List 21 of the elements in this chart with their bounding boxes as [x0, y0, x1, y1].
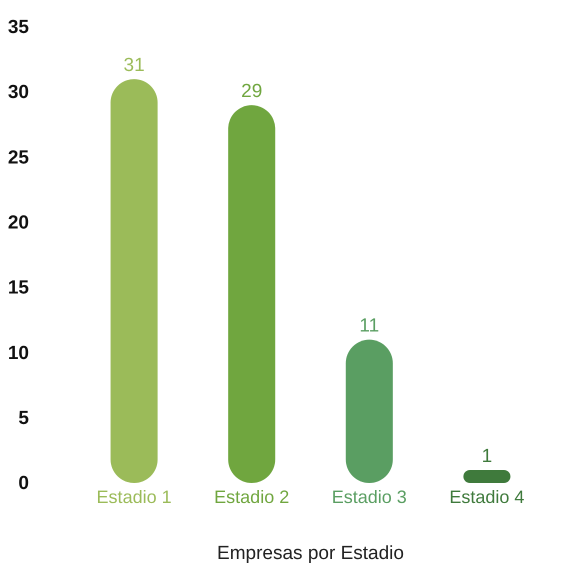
bar	[346, 340, 393, 483]
y-tick-label: 10	[8, 342, 29, 364]
x-tick-label: Estadio 2	[214, 486, 290, 507]
y-tick-label: 0	[18, 473, 29, 494]
data-label: 29	[241, 81, 262, 102]
x-axis-title: Empresas por Estadio	[217, 543, 404, 564]
data-label: 1	[482, 446, 492, 467]
bar	[463, 470, 510, 483]
y-tick-label: 20	[8, 212, 29, 234]
y-tick-label: 35	[8, 17, 30, 38]
bar	[110, 79, 158, 483]
data-label: 31	[124, 55, 145, 76]
y-tick-label: 5	[18, 408, 30, 429]
y-tick-label: 15	[8, 278, 30, 299]
bar	[228, 105, 276, 483]
y-tick-label: 30	[8, 82, 29, 104]
data-label: 11	[359, 316, 380, 337]
x-tick-label: Estadio 1	[96, 486, 172, 507]
x-tick-label: Estadio 3	[332, 486, 407, 507]
x-tick-label: Estadio 4	[449, 486, 524, 507]
y-tick-label: 25	[8, 147, 30, 168]
